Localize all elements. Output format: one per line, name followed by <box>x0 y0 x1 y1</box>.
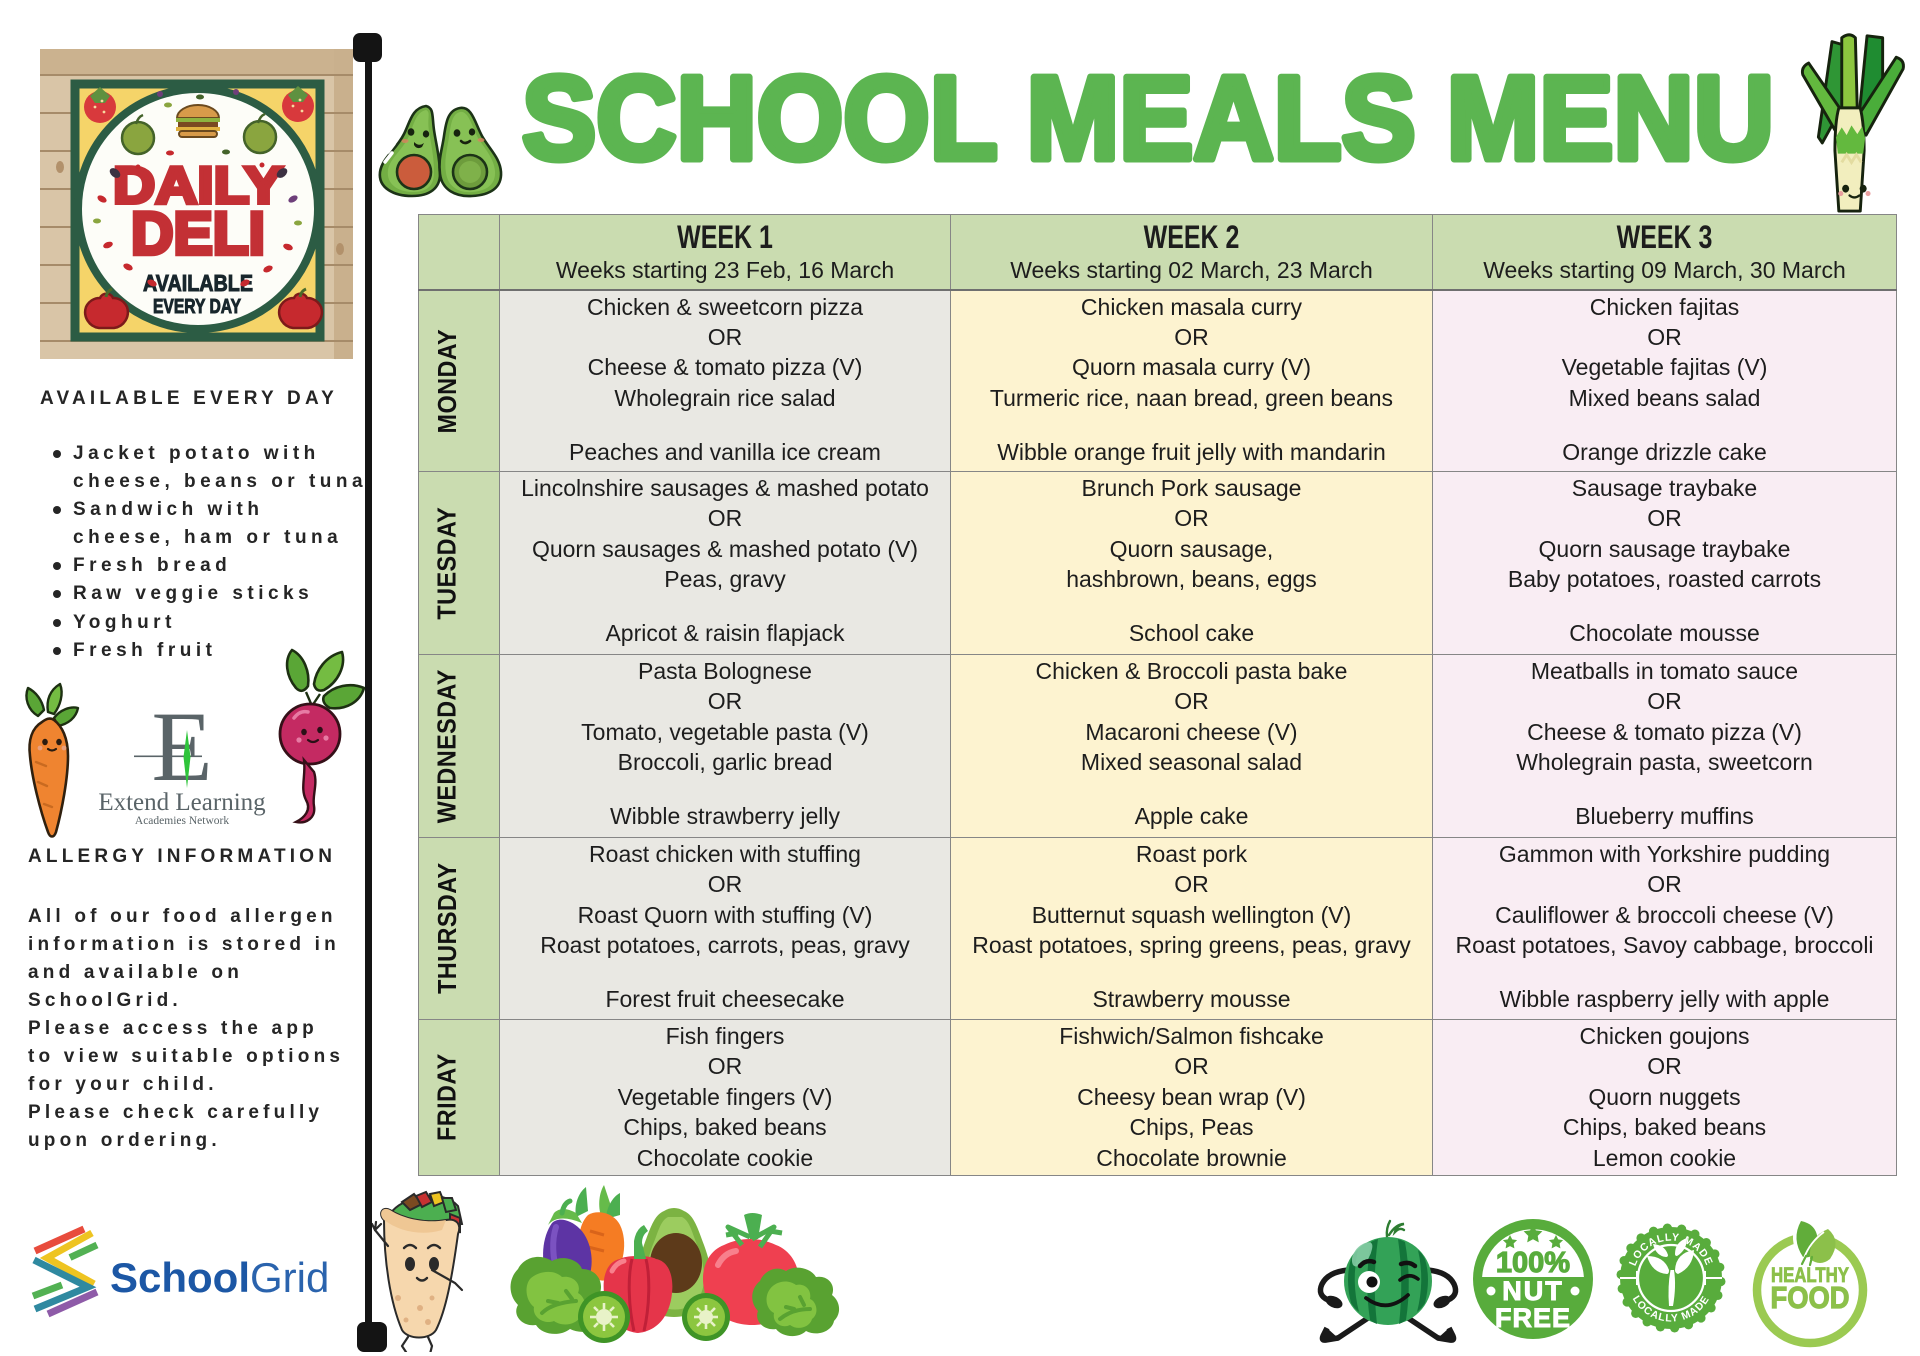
svg-text:DELI: DELI <box>131 200 265 267</box>
svg-text:NUT: NUT <box>1502 1276 1564 1306</box>
svg-text:EVERY DAY: EVERY DAY <box>153 296 242 318</box>
svg-text:DAILY: DAILY <box>113 157 283 215</box>
svg-text:Extend Learning: Extend Learning <box>98 789 266 816</box>
svg-text:100%: 100% <box>1496 1247 1570 1279</box>
svg-text:AVAILABLE: AVAILABLE <box>143 270 253 296</box>
svg-text:FOOD: FOOD <box>1771 1280 1850 1315</box>
svg-text:SchoolGrid: SchoolGrid <box>110 1254 329 1301</box>
svg-text:Academies Network: Academies Network <box>135 815 229 827</box>
svg-text:HEALTHY: HEALTHY <box>1771 1264 1849 1287</box>
svg-text:E: E <box>151 702 212 802</box>
svg-text:FREE: FREE <box>1495 1303 1571 1333</box>
svg-text:SCHOOL MEALS MENU: SCHOOL MEALS MENU <box>522 52 1774 179</box>
